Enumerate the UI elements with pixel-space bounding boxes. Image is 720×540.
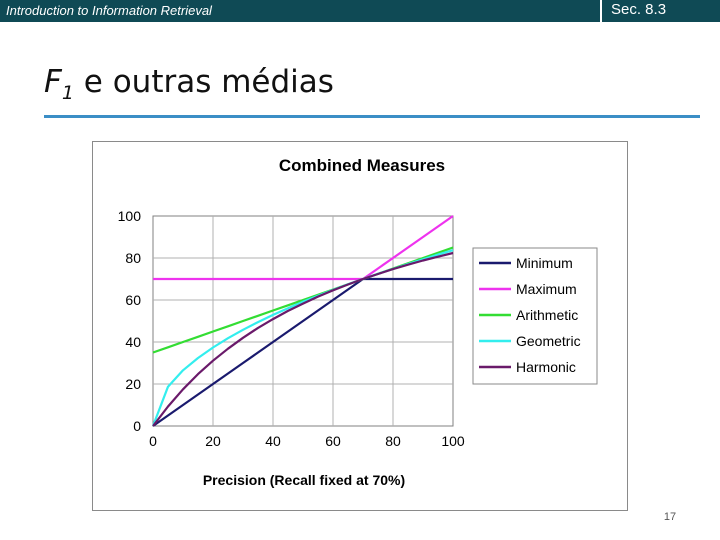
x-tick-label: 40 — [265, 433, 281, 449]
series-line-harmonic — [152, 251, 454, 427]
legend-label-harmonic: Harmonic — [516, 359, 576, 375]
x-tick-label: 60 — [325, 433, 341, 449]
y-tick-label: 80 — [125, 250, 141, 266]
header-bar: Introduction to Information Retrieval — [0, 0, 720, 22]
y-tick-label: 40 — [125, 334, 141, 350]
x-tick-label: 20 — [205, 433, 221, 449]
y-tick-label: 100 — [118, 208, 142, 224]
legend-label-geometric: Geometric — [516, 333, 581, 349]
x-axis-label: Precision (Recall fixed at 70%) — [203, 472, 405, 488]
series-line-maximum — [153, 215, 454, 281]
title-subscript: 1 — [61, 82, 74, 105]
x-tick-label: 80 — [385, 433, 401, 449]
y-tick-label: 60 — [125, 292, 141, 308]
x-tick-label: 100 — [441, 433, 465, 449]
series-line-minimum — [152, 277, 453, 427]
title-rest: e outras médias — [73, 64, 334, 100]
slide-title: F1 e outras médias — [44, 64, 334, 104]
legend-label-arithmetic: Arithmetic — [516, 307, 578, 323]
y-tick-label: 0 — [133, 418, 141, 434]
legend-label-maximum: Maximum — [516, 281, 577, 297]
title-main: F — [44, 64, 62, 100]
chart-title: Combined Measures — [279, 156, 445, 175]
chart-container: Combined Measures Precision (Recall fixe… — [92, 141, 628, 511]
page-number: 17 — [663, 511, 677, 523]
x-tick-label: 0 — [149, 433, 157, 449]
course-title: Introduction to Information Retrieval — [6, 3, 212, 18]
y-tick-label: 20 — [125, 376, 141, 392]
combined-measures-chart: Combined Measures Precision (Recall fixe… — [92, 141, 628, 511]
section-box: Sec. 8.3 — [600, 0, 720, 22]
title-rule — [44, 115, 700, 118]
legend-label-minimum: Minimum — [516, 255, 573, 271]
section-label: Sec. 8.3 — [611, 1, 667, 18]
